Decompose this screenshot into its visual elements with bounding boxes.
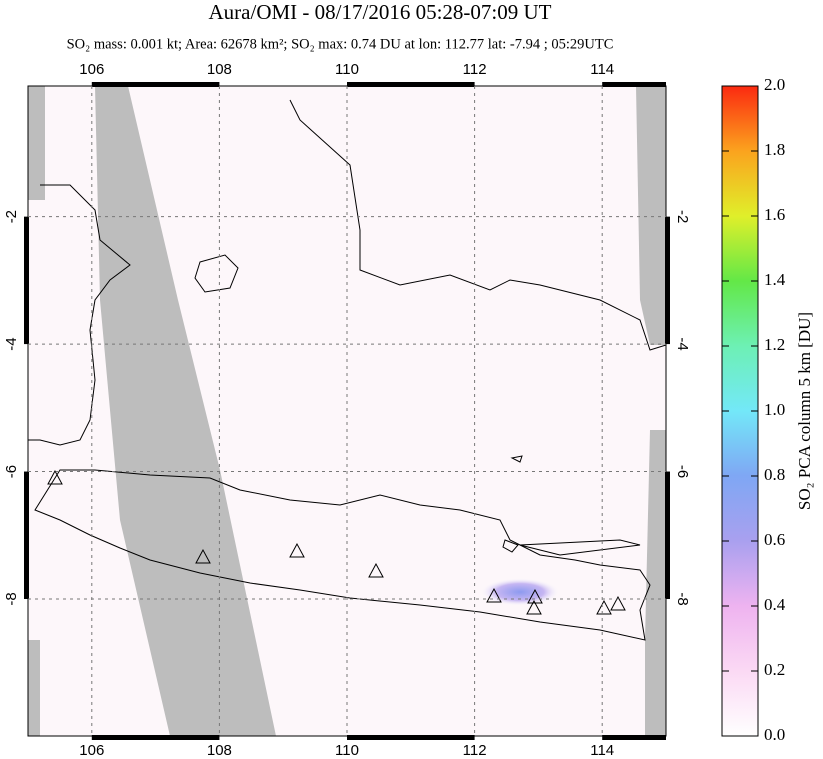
swath-gap [95,86,276,736]
coastline [289,99,667,351]
colorbar-tick-label: 1.6 [764,205,785,224]
coastline [502,539,519,553]
title: Aura/OMI - 08/17/2016 05:28-07:09 UT [209,0,552,24]
volcano [368,562,384,578]
edge-gap [636,86,666,345]
coastline [34,469,651,641]
frame-bar [665,471,670,599]
colorbar-label: SO₂ PCA column 5 km [DU] [795,312,814,510]
frame-bar [602,735,666,740]
coastlines [28,99,667,641]
colorbar-tick-label: 0.8 [764,465,785,484]
frame-bar [602,82,666,87]
colorbar-tick-label: 1.8 [764,140,785,159]
y-tick-label: -4 [674,337,691,350]
y-tick-label: -8 [674,592,691,605]
x-tick-label: 108 [207,742,232,759]
volcano [486,587,502,603]
x-tick-label: 108 [207,61,232,78]
edge-gap [28,640,40,736]
volcano [195,548,211,564]
x-tick-label: 114 [590,61,614,78]
edge-gap [28,86,45,200]
y-tick-label: -8 [3,592,20,605]
coastline [194,254,239,293]
no-data [28,86,666,736]
y-tick-label: -6 [674,465,691,478]
frame-bar [24,216,29,345]
y-tick-label: -6 [3,465,20,478]
x-tick-label: 112 [463,61,487,78]
y-tick-label: -4 [3,337,20,350]
x-tick-label: 106 [79,61,104,78]
volcanoes [47,469,626,615]
frame-bar [24,471,29,599]
volcano [596,599,612,615]
x-tick-label: 114 [590,742,614,759]
colorbar-tick-label: 1.2 [764,335,785,354]
colorbar-tick-label: 1.0 [764,400,785,419]
colorbar-tick-label: 0.4 [764,595,786,614]
x-tick-label: 106 [79,742,104,759]
volcano [47,469,63,485]
volcano [610,595,626,611]
frame-bar [347,735,475,740]
coastline [519,539,641,556]
colorbar-tick-label: 1.4 [764,270,786,289]
frame-bar [347,82,475,87]
colorbar-tick-label: 2.0 [764,75,785,94]
y-tick-label: -2 [3,210,20,223]
coastline [28,184,131,446]
volcano [289,542,305,558]
x-tick-label: 110 [335,61,359,78]
coastline [510,455,523,463]
volcano [526,599,542,615]
edge-gap [645,430,666,736]
frame-bar [91,735,220,740]
frame-bar [91,82,220,87]
x-tick-label: 112 [463,742,487,759]
colorbar-tick-label: 0.2 [764,660,785,679]
colorbar-tick-label: 0.0 [764,725,785,744]
frame-bar [665,216,670,345]
x-tick-label: 110 [335,742,359,759]
subtitle: SO₂ mass: 0.001 kt; Area: 62678 km²; SO₂… [67,36,614,52]
y-tick-label: -2 [674,210,691,223]
colorbar-tick-label: 0.6 [764,530,785,549]
